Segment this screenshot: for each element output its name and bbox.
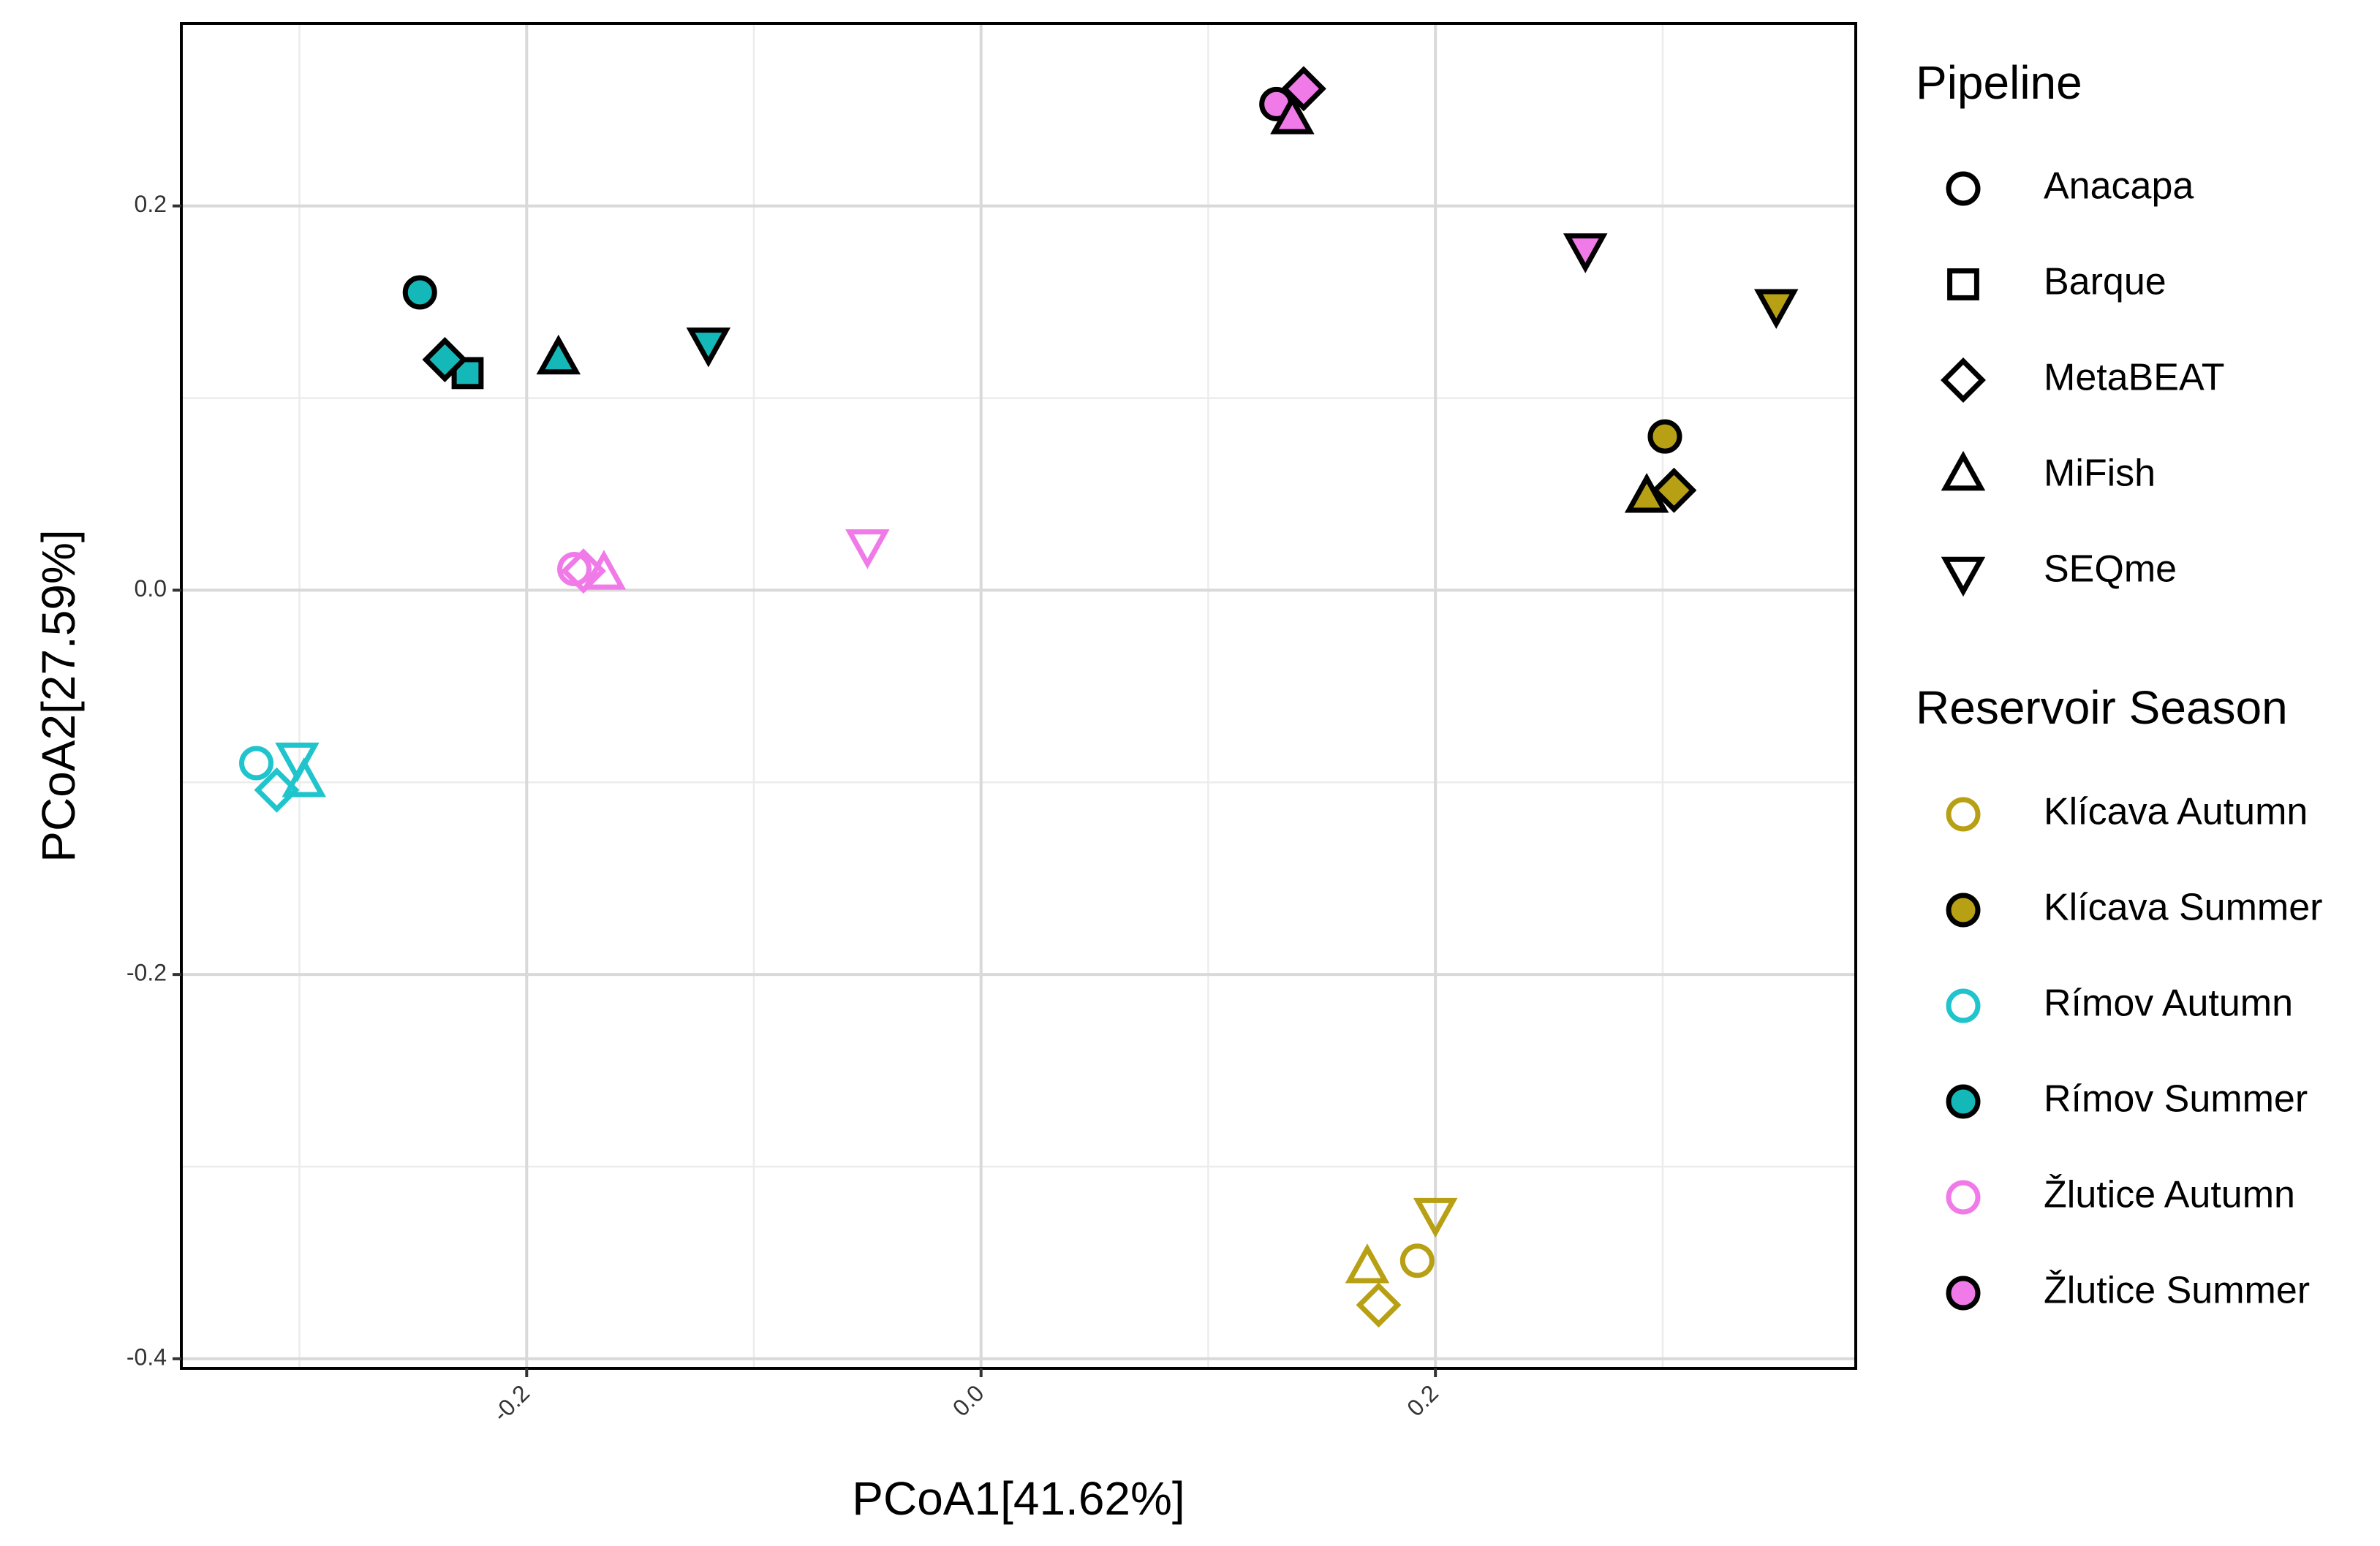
data-point-metabeat xyxy=(1651,467,1697,513)
legend-label: Rímov Autumn xyxy=(2044,982,2293,1025)
series-kl-cava-summer xyxy=(1624,289,1799,513)
series--lutice-summer xyxy=(1259,66,1608,273)
circle-icon xyxy=(1946,1276,1981,1311)
triangle-down-icon xyxy=(1941,556,1986,597)
data-point-metabeat xyxy=(1356,1282,1402,1328)
data-point-mifish xyxy=(581,550,627,590)
y-tick-label: -0.2 xyxy=(126,960,167,986)
legend-item-metabeat: MetaBEAT xyxy=(1941,357,2225,403)
data-point-mifish xyxy=(1345,1243,1390,1284)
legend-item-r-mov-autumn: Rímov Autumn xyxy=(1946,982,2293,1025)
y-tick-label: 0.2 xyxy=(135,191,167,217)
legend-label: MetaBEAT xyxy=(2044,357,2225,399)
y-tick-label: -0.4 xyxy=(126,1344,167,1370)
y-axis-label: PCoA2[27.59%] xyxy=(32,529,85,862)
legend-item-seqme: SEQme xyxy=(1941,548,2177,597)
data-point-barque xyxy=(451,357,484,390)
legend-item-mifish: MiFish xyxy=(1941,450,2156,495)
legend-item--lutice-summer: Žlutice Summer xyxy=(1946,1270,2310,1312)
legend-item-anacapa: Anacapa xyxy=(1946,165,2194,208)
x-axis-label: PCoA1[41.62%] xyxy=(852,1472,1185,1525)
legend-label: Žlutice Autumn xyxy=(2044,1174,2295,1216)
legend-item-kl-cava-summer: Klícava Summer xyxy=(1946,887,2322,929)
data-point-mifish xyxy=(536,334,581,375)
legend-label: Žlutice Summer xyxy=(2044,1270,2310,1312)
plot-border xyxy=(180,22,1857,1370)
legend-item-kl-cava-autumn: Klícava Autumn xyxy=(1946,791,2308,833)
circle-icon xyxy=(1946,893,1981,928)
legend-label: SEQme xyxy=(2044,548,2177,591)
circle-icon xyxy=(1946,988,1981,1023)
data-point-metabeat xyxy=(422,337,468,382)
triangle-up-icon xyxy=(1941,450,1986,491)
data-point-seqme xyxy=(1753,289,1799,329)
legend-label: Rímov Summer xyxy=(2044,1078,2308,1121)
legend-label: Klícava Autumn xyxy=(2044,791,2308,833)
legend-title-reservoir-season: Reservoir Season xyxy=(1916,681,2288,734)
data-point-seqme xyxy=(1413,1197,1458,1238)
data-point-seqme xyxy=(275,742,320,783)
data-point-seqme xyxy=(845,529,890,569)
data-point-anacapa xyxy=(1647,419,1682,454)
data-points xyxy=(239,66,1799,1328)
legend-label: MiFish xyxy=(2044,452,2156,495)
data-point-seqme xyxy=(686,327,731,368)
legend-label: Barque xyxy=(2044,261,2166,303)
series-kl-cava-autumn xyxy=(1345,1197,1458,1328)
data-point-mifish xyxy=(1624,473,1669,513)
series-r-mov-summer xyxy=(402,275,731,390)
shape-legend-items: Anacapa Barque MetaBEAT MiFish SEQme xyxy=(1941,165,2225,597)
series-r-mov-autumn xyxy=(239,742,327,813)
grid-lines xyxy=(181,23,1856,1368)
legend-label: Anacapa xyxy=(2044,165,2194,208)
series--lutice-autumn xyxy=(557,529,890,594)
color-legend-items: Klícava Autumn Klícava Summer Rímov Autumn… xyxy=(1946,791,2322,1312)
data-point-seqme xyxy=(1563,233,1608,273)
square-icon xyxy=(1947,268,1979,300)
legend-item-r-mov-summer: Rímov Summer xyxy=(1946,1078,2308,1121)
legend-item-barque: Barque xyxy=(1947,261,2166,303)
circle-icon xyxy=(1946,1084,1981,1119)
data-point-anacapa xyxy=(239,746,274,781)
circle-icon xyxy=(1946,171,1981,206)
diamond-icon xyxy=(1941,357,1986,403)
circle-icon xyxy=(1946,797,1981,832)
y-tick-label: 0.0 xyxy=(135,575,167,602)
legend-label: Klícava Summer xyxy=(2044,887,2322,929)
data-point-mifish xyxy=(1270,94,1315,134)
data-point-anacapa xyxy=(402,275,437,310)
data-point-anacapa xyxy=(1399,1243,1435,1278)
legend-title-pipeline: Pipeline xyxy=(1916,56,2082,109)
legend-item--lutice-autumn: Žlutice Autumn xyxy=(1946,1174,2295,1216)
circle-icon xyxy=(1946,1180,1981,1215)
legend: Pipeline Anacapa Barque MetaBEAT MiFish SEQm… xyxy=(1916,56,2322,1312)
